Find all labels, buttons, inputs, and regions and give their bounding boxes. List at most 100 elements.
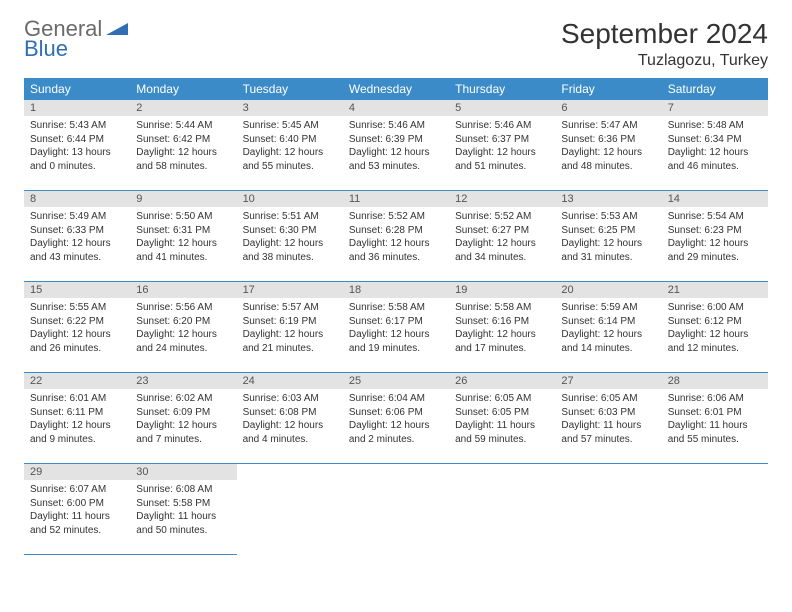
sunrise-text: Sunrise: 6:06 AM xyxy=(668,392,762,406)
weekday-header: Saturday xyxy=(662,78,768,100)
daylight-text: Daylight: 12 hours and 48 minutes. xyxy=(561,146,655,173)
day-details: Sunrise: 6:07 AMSunset: 6:00 PMDaylight:… xyxy=(24,480,130,541)
calendar-day-cell: 8Sunrise: 5:49 AMSunset: 6:33 PMDaylight… xyxy=(24,191,130,282)
daylight-text: Daylight: 11 hours and 59 minutes. xyxy=(455,419,549,446)
month-title: September 2024 xyxy=(561,18,768,50)
day-number: 17 xyxy=(237,282,343,298)
day-number: 27 xyxy=(555,373,661,389)
sunrise-text: Sunrise: 5:54 AM xyxy=(668,210,762,224)
calendar-day-cell xyxy=(662,464,768,555)
day-number: 29 xyxy=(24,464,130,480)
day-details: Sunrise: 6:02 AMSunset: 6:09 PMDaylight:… xyxy=(130,389,236,450)
day-number: 5 xyxy=(449,100,555,116)
calendar-day-cell: 16Sunrise: 5:56 AMSunset: 6:20 PMDayligh… xyxy=(130,282,236,373)
day-details: Sunrise: 5:55 AMSunset: 6:22 PMDaylight:… xyxy=(24,298,130,359)
sunset-text: Sunset: 6:28 PM xyxy=(349,224,443,238)
calendar-day-cell: 19Sunrise: 5:58 AMSunset: 6:16 PMDayligh… xyxy=(449,282,555,373)
sunset-text: Sunset: 6:01 PM xyxy=(668,406,762,420)
sunset-text: Sunset: 6:39 PM xyxy=(349,133,443,147)
daylight-text: Daylight: 12 hours and 43 minutes. xyxy=(30,237,124,264)
daylight-text: Daylight: 12 hours and 41 minutes. xyxy=(136,237,230,264)
weekday-header: Monday xyxy=(130,78,236,100)
weekday-header: Friday xyxy=(555,78,661,100)
day-details: Sunrise: 5:46 AMSunset: 6:37 PMDaylight:… xyxy=(449,116,555,177)
day-details: Sunrise: 6:06 AMSunset: 6:01 PMDaylight:… xyxy=(662,389,768,450)
sunrise-text: Sunrise: 6:08 AM xyxy=(136,483,230,497)
daylight-text: Daylight: 13 hours and 0 minutes. xyxy=(30,146,124,173)
daylight-text: Daylight: 12 hours and 38 minutes. xyxy=(243,237,337,264)
sunset-text: Sunset: 6:36 PM xyxy=(561,133,655,147)
weekday-header: Thursday xyxy=(449,78,555,100)
sunrise-text: Sunrise: 6:02 AM xyxy=(136,392,230,406)
day-details: Sunrise: 5:57 AMSunset: 6:19 PMDaylight:… xyxy=(237,298,343,359)
day-number: 1 xyxy=(24,100,130,116)
brand-logo: General Blue xyxy=(24,18,128,60)
calendar-day-cell: 1Sunrise: 5:43 AMSunset: 6:44 PMDaylight… xyxy=(24,100,130,191)
sunrise-text: Sunrise: 6:05 AM xyxy=(455,392,549,406)
sunset-text: Sunset: 6:20 PM xyxy=(136,315,230,329)
calendar-day-cell: 5Sunrise: 5:46 AMSunset: 6:37 PMDaylight… xyxy=(449,100,555,191)
calendar-day-cell: 25Sunrise: 6:04 AMSunset: 6:06 PMDayligh… xyxy=(343,373,449,464)
calendar-day-cell xyxy=(237,464,343,555)
day-number: 23 xyxy=(130,373,236,389)
daylight-text: Daylight: 12 hours and 4 minutes. xyxy=(243,419,337,446)
calendar-week-row: 1Sunrise: 5:43 AMSunset: 6:44 PMDaylight… xyxy=(24,100,768,191)
day-number: 11 xyxy=(343,191,449,207)
calendar-day-cell: 2Sunrise: 5:44 AMSunset: 6:42 PMDaylight… xyxy=(130,100,236,191)
daylight-text: Daylight: 12 hours and 2 minutes. xyxy=(349,419,443,446)
sunrise-text: Sunrise: 5:46 AM xyxy=(349,119,443,133)
day-number: 22 xyxy=(24,373,130,389)
day-number: 12 xyxy=(449,191,555,207)
calendar-day-cell: 15Sunrise: 5:55 AMSunset: 6:22 PMDayligh… xyxy=(24,282,130,373)
sunset-text: Sunset: 6:33 PM xyxy=(30,224,124,238)
sunset-text: Sunset: 6:08 PM xyxy=(243,406,337,420)
daylight-text: Daylight: 12 hours and 53 minutes. xyxy=(349,146,443,173)
daylight-text: Daylight: 12 hours and 7 minutes. xyxy=(136,419,230,446)
daylight-text: Daylight: 12 hours and 36 minutes. xyxy=(349,237,443,264)
daylight-text: Daylight: 11 hours and 55 minutes. xyxy=(668,419,762,446)
sunrise-text: Sunrise: 6:05 AM xyxy=(561,392,655,406)
sunset-text: Sunset: 6:27 PM xyxy=(455,224,549,238)
daylight-text: Daylight: 12 hours and 34 minutes. xyxy=(455,237,549,264)
sunrise-text: Sunrise: 5:48 AM xyxy=(668,119,762,133)
calendar-day-cell: 22Sunrise: 6:01 AMSunset: 6:11 PMDayligh… xyxy=(24,373,130,464)
day-number: 7 xyxy=(662,100,768,116)
day-number: 10 xyxy=(237,191,343,207)
sunset-text: Sunset: 6:06 PM xyxy=(349,406,443,420)
calendar-day-cell: 11Sunrise: 5:52 AMSunset: 6:28 PMDayligh… xyxy=(343,191,449,282)
sunset-text: Sunset: 6:00 PM xyxy=(30,497,124,511)
day-details: Sunrise: 5:46 AMSunset: 6:39 PMDaylight:… xyxy=(343,116,449,177)
weekday-header: Tuesday xyxy=(237,78,343,100)
calendar-day-cell: 26Sunrise: 6:05 AMSunset: 6:05 PMDayligh… xyxy=(449,373,555,464)
day-details: Sunrise: 5:52 AMSunset: 6:28 PMDaylight:… xyxy=(343,207,449,268)
daylight-text: Daylight: 12 hours and 55 minutes. xyxy=(243,146,337,173)
sunset-text: Sunset: 6:14 PM xyxy=(561,315,655,329)
sunset-text: Sunset: 5:58 PM xyxy=(136,497,230,511)
day-details: Sunrise: 5:50 AMSunset: 6:31 PMDaylight:… xyxy=(130,207,236,268)
calendar-day-cell: 20Sunrise: 5:59 AMSunset: 6:14 PMDayligh… xyxy=(555,282,661,373)
daylight-text: Daylight: 12 hours and 24 minutes. xyxy=(136,328,230,355)
calendar-day-cell: 9Sunrise: 5:50 AMSunset: 6:31 PMDaylight… xyxy=(130,191,236,282)
sunrise-text: Sunrise: 5:43 AM xyxy=(30,119,124,133)
daylight-text: Daylight: 12 hours and 12 minutes. xyxy=(668,328,762,355)
day-details: Sunrise: 5:58 AMSunset: 6:17 PMDaylight:… xyxy=(343,298,449,359)
calendar-table: Sunday Monday Tuesday Wednesday Thursday… xyxy=(24,78,768,555)
sunset-text: Sunset: 6:22 PM xyxy=(30,315,124,329)
day-number: 26 xyxy=(449,373,555,389)
daylight-text: Daylight: 11 hours and 52 minutes. xyxy=(30,510,124,537)
calendar-day-cell: 12Sunrise: 5:52 AMSunset: 6:27 PMDayligh… xyxy=(449,191,555,282)
day-number: 15 xyxy=(24,282,130,298)
sunrise-text: Sunrise: 5:49 AM xyxy=(30,210,124,224)
sunrise-text: Sunrise: 5:55 AM xyxy=(30,301,124,315)
day-number: 16 xyxy=(130,282,236,298)
daylight-text: Daylight: 12 hours and 17 minutes. xyxy=(455,328,549,355)
sunrise-text: Sunrise: 5:47 AM xyxy=(561,119,655,133)
calendar-day-cell: 13Sunrise: 5:53 AMSunset: 6:25 PMDayligh… xyxy=(555,191,661,282)
daylight-text: Daylight: 12 hours and 19 minutes. xyxy=(349,328,443,355)
sunset-text: Sunset: 6:17 PM xyxy=(349,315,443,329)
daylight-text: Daylight: 12 hours and 29 minutes. xyxy=(668,237,762,264)
calendar-week-row: 15Sunrise: 5:55 AMSunset: 6:22 PMDayligh… xyxy=(24,282,768,373)
sunrise-text: Sunrise: 5:59 AM xyxy=(561,301,655,315)
day-details: Sunrise: 6:01 AMSunset: 6:11 PMDaylight:… xyxy=(24,389,130,450)
day-number: 24 xyxy=(237,373,343,389)
